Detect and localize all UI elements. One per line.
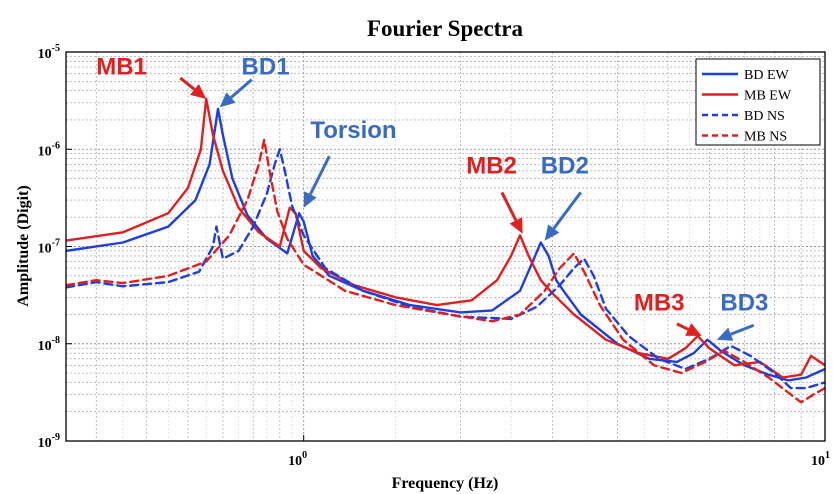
- annotation-mb3: MB3: [634, 289, 685, 316]
- legend-label-mb-ns: MB NS: [744, 130, 787, 145]
- annotation-mb2: MB2: [466, 153, 517, 180]
- x-tick-label: 100: [288, 450, 307, 469]
- chart-title: Fourier Spectra: [367, 16, 524, 41]
- y-tick-label: 10-7: [38, 238, 60, 257]
- y-tick-label: 10-9: [38, 432, 60, 451]
- annotation-mb1: MB1: [96, 53, 147, 80]
- y-tick-label: 10-6: [38, 140, 60, 159]
- y-axis-label: Amplitude (Digit): [15, 185, 32, 306]
- legend-label-bd-ns: BD NS: [744, 109, 785, 124]
- annotation-torsion: Torsion: [310, 117, 396, 144]
- annotation-bd3: BD3: [720, 289, 768, 316]
- x-axis-label: Frequency (Hz): [392, 475, 499, 492]
- legend-label-mb-ew: MB EW: [744, 89, 792, 104]
- x-tick-label: 101: [811, 450, 830, 469]
- annotation-bd1: BD1: [242, 53, 290, 80]
- y-tick-label: 10-5: [38, 43, 60, 62]
- legend: BD EW MB EW BD NS MB NS: [696, 59, 820, 145]
- legend-label-bd-ew: BD EW: [744, 68, 790, 83]
- annotation-bd2: BD2: [541, 153, 589, 180]
- y-tick-label: 10-8: [38, 335, 60, 354]
